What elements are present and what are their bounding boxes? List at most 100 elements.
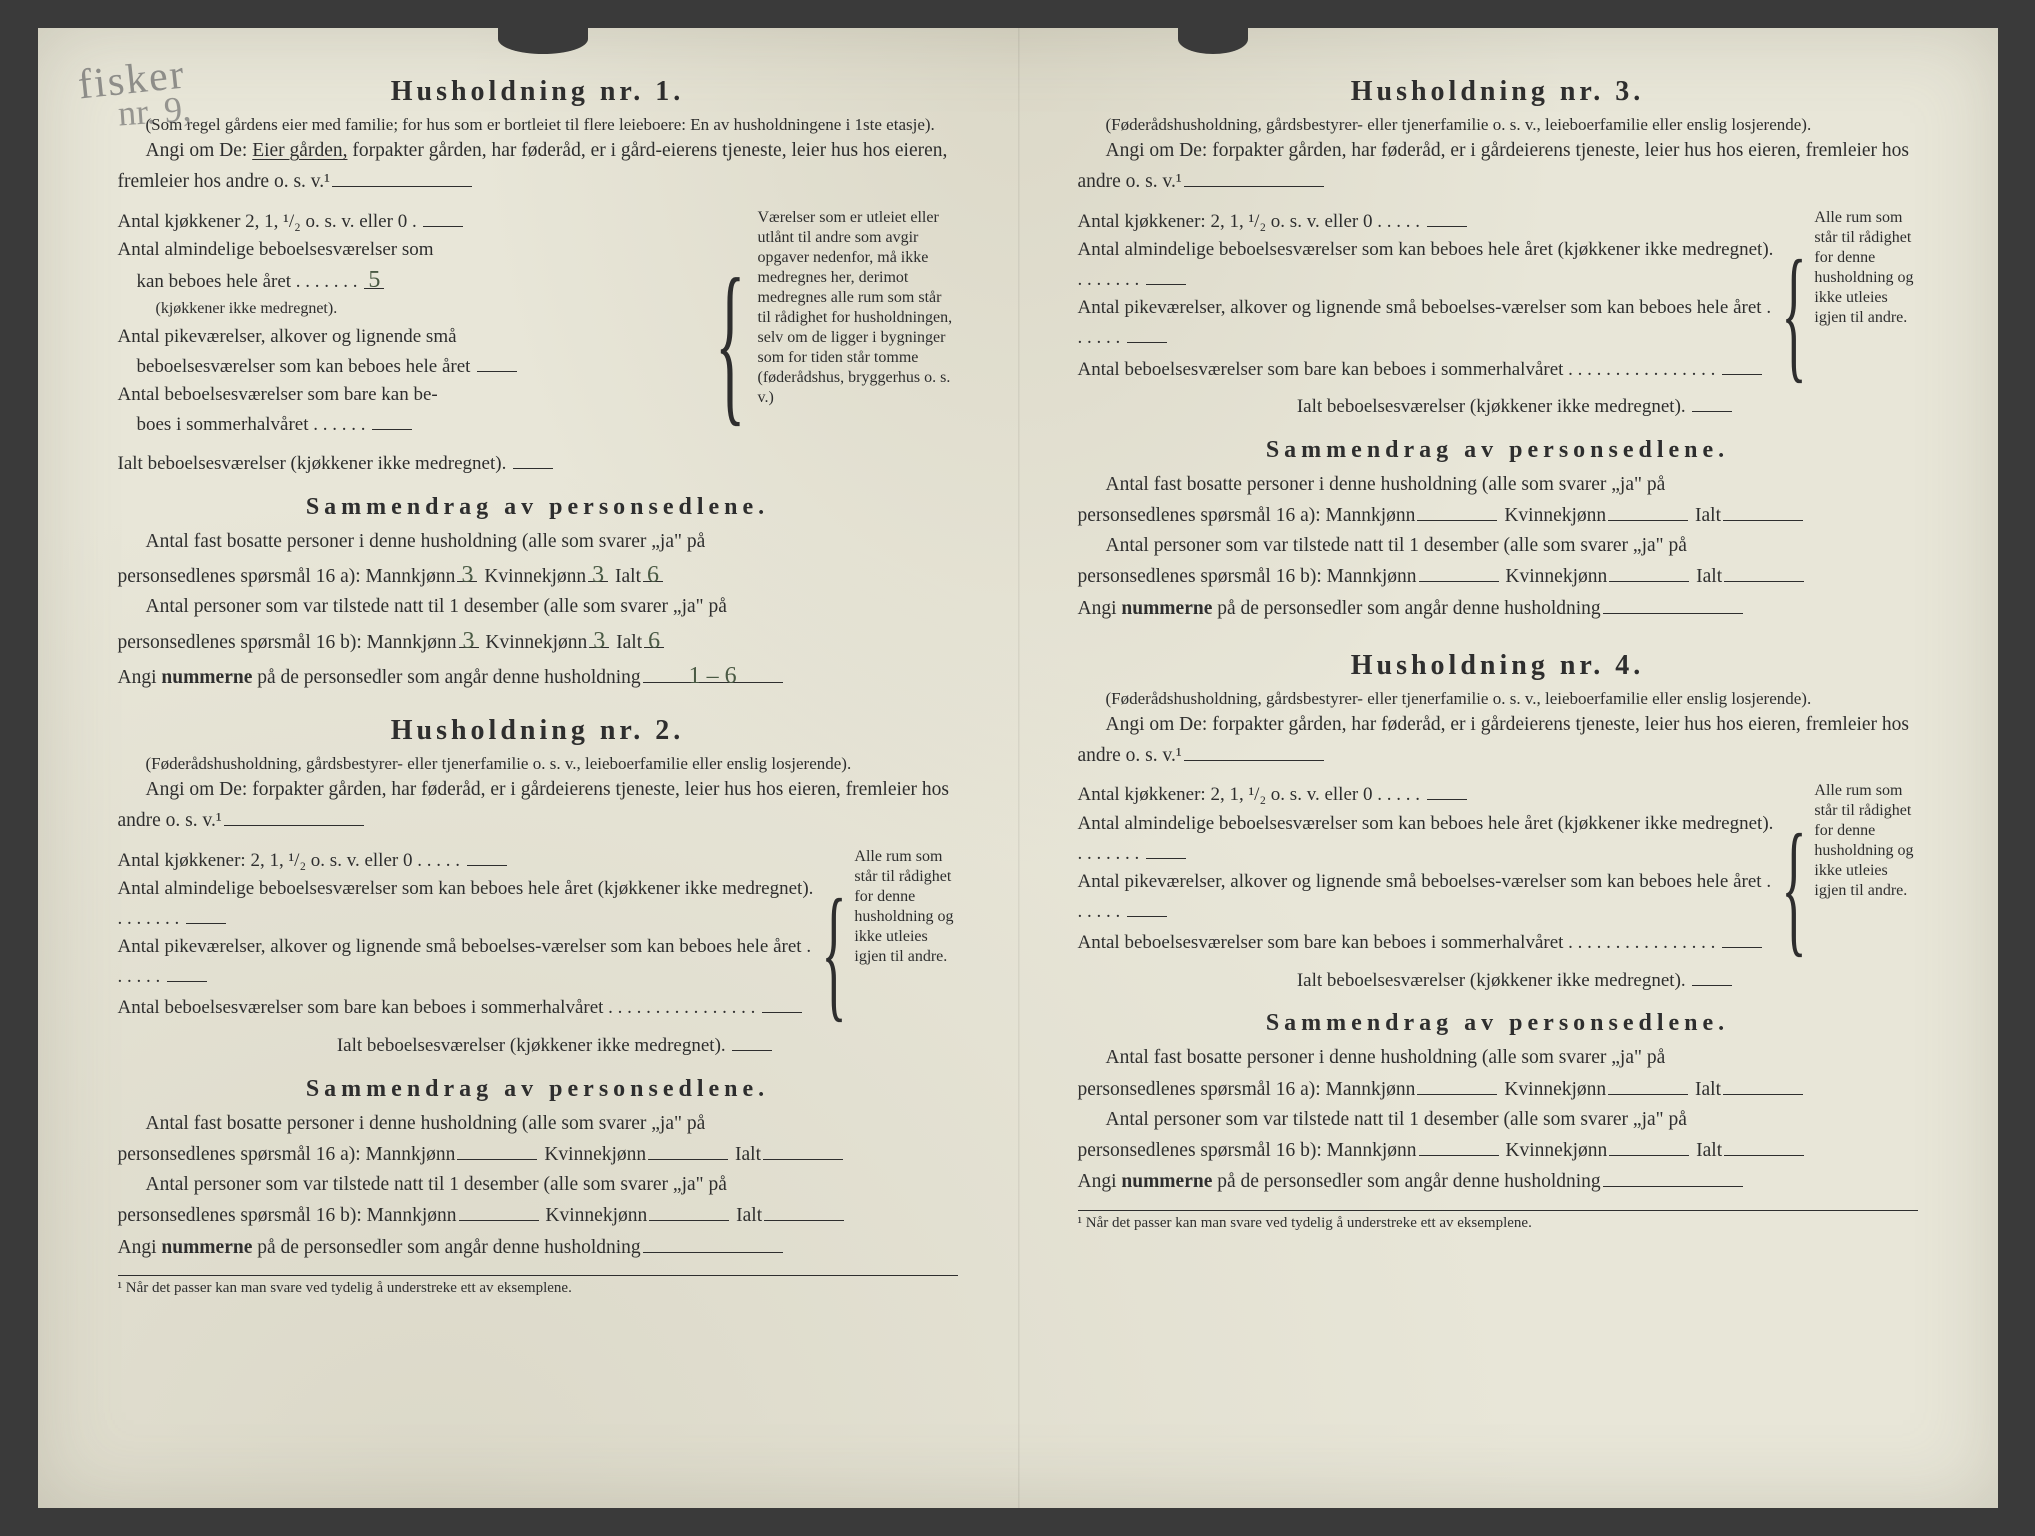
summer-rooms-field: Antal beboelsesværelser som bare kan beb… bbox=[118, 992, 815, 1022]
living-rooms-field: Antal almindelige beboelsesværelser som … bbox=[118, 876, 815, 932]
blank-field[interactable] bbox=[1722, 927, 1762, 948]
summary-line-5: Angi nummerne på de personsedler som ang… bbox=[1078, 593, 1918, 624]
total-count[interactable] bbox=[1724, 1135, 1804, 1156]
blank-field[interactable] bbox=[1692, 391, 1732, 412]
female-count[interactable] bbox=[1609, 561, 1689, 582]
female-count[interactable] bbox=[1608, 500, 1688, 521]
household-4-rooms-row: Antal kjøkkener: 2, 1, ¹/₂ o. s. v. elle… bbox=[1078, 777, 1918, 996]
handwritten-value[interactable]: 5 bbox=[364, 264, 384, 289]
household-1-rooms-row: Antal kjøkkener 2, 1, ¹/₂ o. s. v. eller… bbox=[118, 204, 958, 480]
blank-field[interactable] bbox=[1692, 965, 1732, 986]
blank-field[interactable] bbox=[1146, 838, 1186, 859]
total-rooms-field: Ialt beboelsesværelser (kjøkkener ikke m… bbox=[118, 448, 704, 478]
summary-1-title: Sammendrag av personsedlene. bbox=[118, 494, 958, 521]
total-count[interactable] bbox=[763, 1139, 843, 1160]
male-count[interactable] bbox=[457, 1139, 537, 1160]
summary-line-4: personsedlenes spørsmål 16 b): Mannkjønn… bbox=[118, 1200, 958, 1231]
label-sub: (kjøkkener ikke medregnet). bbox=[156, 300, 338, 317]
rooms-main-col: Antal kjøkkener: 2, 1, ¹/₂ o. s. v. elle… bbox=[1078, 204, 1775, 423]
person-numbers[interactable] bbox=[1603, 593, 1743, 614]
label: personsedlenes spørsmål 16 b): Mannkjønn bbox=[118, 632, 457, 653]
person-numbers[interactable]: 1 – 6 bbox=[643, 658, 783, 683]
blank-field[interactable] bbox=[477, 351, 517, 372]
person-numbers[interactable] bbox=[1603, 1166, 1743, 1187]
label: Antal beboelsesværelser som bare kan be- bbox=[118, 384, 438, 405]
maid-rooms-field: Antal pikeværelser, alkover og lignende … bbox=[118, 934, 815, 990]
blank-field[interactable] bbox=[1427, 206, 1467, 227]
total-count[interactable] bbox=[1724, 561, 1804, 582]
total-count[interactable] bbox=[764, 1200, 844, 1221]
blank-field[interactable] bbox=[332, 166, 472, 187]
maid-rooms-field: Antal pikeværelser, alkover og lignende … bbox=[1078, 869, 1775, 925]
female-count[interactable] bbox=[1608, 1074, 1688, 1095]
summary-line-5: Angi nummerne på de personsedler som ang… bbox=[1078, 1166, 1918, 1197]
household-2-title: Husholdning nr. 2. bbox=[118, 715, 958, 747]
label: personsedlenes spørsmål 16 b): Mannkjønn bbox=[118, 1205, 457, 1226]
blank-field[interactable] bbox=[186, 903, 226, 924]
label: Antal pikeværelser, alkover og lignende … bbox=[118, 936, 812, 987]
summer-rooms-field: Antal beboelsesværelser som bare kan beb… bbox=[1078, 354, 1775, 384]
label: Antal kjøkkener: 2, 1, ¹/₂ o. s. v. elle… bbox=[1078, 211, 1420, 232]
blank-field[interactable] bbox=[732, 1030, 772, 1051]
male-count[interactable] bbox=[1419, 1135, 1499, 1156]
label: personsedlenes spørsmål 16 b): Mannkjønn bbox=[1078, 566, 1417, 587]
summary-line-1: Antal fast bosatte personer i denne hush… bbox=[1078, 1043, 1918, 1073]
maid-rooms-field: Antal pikeværelser, alkover og lignende … bbox=[1078, 295, 1775, 351]
living-rooms-field: Antal almindelige beboelsesværelser som … bbox=[118, 237, 704, 322]
label: Angi nummerne på de personsedler som ang… bbox=[1078, 1171, 1601, 1192]
summary-line-2: personsedlenes spørsmål 16 a): Mannkjønn… bbox=[118, 1139, 958, 1170]
female-count[interactable]: 3 bbox=[589, 623, 609, 648]
label: Kvinnekjønn bbox=[484, 566, 586, 587]
total-count[interactable] bbox=[1723, 500, 1803, 521]
blank-field[interactable] bbox=[467, 845, 507, 866]
label: personsedlenes spørsmål 16 a): Mannkjønn bbox=[1078, 505, 1416, 526]
blank-field[interactable] bbox=[1427, 779, 1467, 800]
male-count[interactable] bbox=[1417, 1074, 1497, 1095]
blank-field[interactable] bbox=[224, 805, 364, 826]
curly-brace-icon: { bbox=[1782, 253, 1807, 373]
rooms-main-col: Antal kjøkkener 2, 1, ¹/₂ o. s. v. eller… bbox=[118, 204, 704, 480]
female-count[interactable] bbox=[649, 1200, 729, 1221]
total-count[interactable]: 6 bbox=[644, 623, 664, 648]
female-count[interactable] bbox=[1609, 1135, 1689, 1156]
male-count[interactable] bbox=[1417, 500, 1497, 521]
blank-field[interactable] bbox=[1127, 322, 1167, 343]
label: Kvinnekjønn bbox=[545, 1205, 647, 1226]
blank-field[interactable] bbox=[513, 448, 553, 469]
label: Antal kjøkkener 2, 1, ¹/₂ o. s. v. eller… bbox=[118, 211, 417, 232]
male-count[interactable]: 3 bbox=[457, 557, 477, 582]
household-4-title: Husholdning nr. 4. bbox=[1078, 650, 1918, 682]
summary-line-1: Antal fast bosatte personer i denne hush… bbox=[118, 1109, 958, 1139]
blank-field[interactable] bbox=[372, 409, 412, 430]
blank-field[interactable] bbox=[762, 992, 802, 1013]
household-4-prompt: Angi om De: forpakter gården, har føderå… bbox=[1078, 710, 1918, 771]
household-3-rooms-row: Antal kjøkkener: 2, 1, ¹/₂ o. s. v. elle… bbox=[1078, 204, 1918, 423]
kitchens-field: Antal kjøkkener: 2, 1, ¹/₂ o. s. v. elle… bbox=[1078, 779, 1775, 809]
male-count[interactable] bbox=[1419, 561, 1499, 582]
male-count[interactable]: 3 bbox=[459, 623, 479, 648]
total-count[interactable]: 6 bbox=[643, 557, 663, 582]
person-numbers[interactable] bbox=[643, 1232, 783, 1253]
household-2-prompt: Angi om De: forpakter gården, har føderå… bbox=[118, 775, 958, 836]
blank-field[interactable] bbox=[167, 961, 207, 982]
female-count[interactable] bbox=[648, 1139, 728, 1160]
blank-field[interactable] bbox=[1127, 896, 1167, 917]
label: Antal kjøkkener: 2, 1, ¹/₂ o. s. v. elle… bbox=[1078, 784, 1420, 805]
blank-field[interactable] bbox=[1184, 740, 1324, 761]
female-count[interactable]: 3 bbox=[588, 557, 608, 582]
blank-field[interactable] bbox=[1184, 166, 1324, 187]
label: Angi nummerne på de personsedler som ang… bbox=[1078, 598, 1601, 619]
total-count[interactable] bbox=[1723, 1074, 1803, 1095]
prompt-underlined: Eier gården, bbox=[252, 140, 347, 161]
blank-field[interactable] bbox=[1146, 264, 1186, 285]
label: Ialt beboelsesværelser (kjøkkener ikke m… bbox=[337, 1035, 726, 1056]
blank-field[interactable] bbox=[423, 206, 463, 227]
label: Ialt bbox=[615, 566, 641, 587]
footnote: ¹ Når det passer kan man svare ved tydel… bbox=[1078, 1210, 1918, 1232]
kitchens-field: Antal kjøkkener: 2, 1, ¹/₂ o. s. v. elle… bbox=[118, 845, 815, 875]
rooms-main-col: Antal kjøkkener: 2, 1, ¹/₂ o. s. v. elle… bbox=[118, 843, 815, 1062]
household-1-prompt: Angi om De: Eier gården, forpakter gårde… bbox=[118, 136, 958, 197]
male-count[interactable] bbox=[459, 1200, 539, 1221]
label: Ialt bbox=[1696, 566, 1722, 587]
blank-field[interactable] bbox=[1722, 354, 1762, 375]
